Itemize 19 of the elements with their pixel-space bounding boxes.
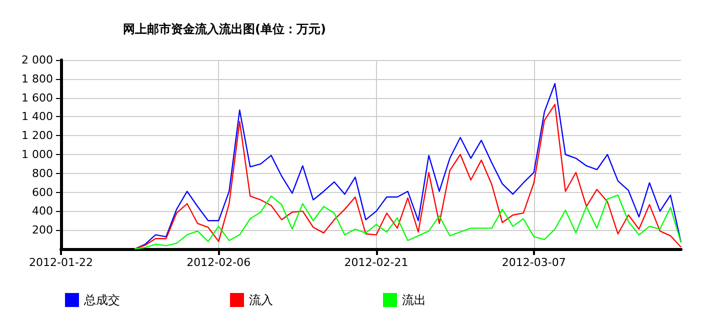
x-tick-label: 2012-01-22	[29, 256, 93, 269]
y-tick-label: 1 400	[22, 110, 53, 124]
y-tick-label: 2 000	[22, 54, 53, 66]
legend-label: 流入	[249, 293, 273, 307]
chart-title: 网上邮市资金流入流出图(单位：万元)	[123, 22, 326, 36]
y-tick-label: 1 600	[22, 91, 53, 104]
y-tick-label: 200	[32, 224, 53, 237]
y-tick-label: 1 200	[22, 129, 53, 142]
y-tick-label: 600	[32, 186, 53, 199]
y-tick-label: 800	[32, 166, 53, 180]
x-tick-label: 2012-03-07	[502, 256, 566, 269]
legend-label: 总成交	[83, 293, 120, 307]
legend-label: 流出	[402, 293, 426, 307]
x-tick-label: 2012-02-06	[186, 256, 251, 269]
line-series	[134, 194, 682, 250]
y-tick-label: 1 800	[22, 72, 53, 86]
y-tick-label: 1 000	[22, 148, 53, 161]
x-tick-label: 2012-02-21	[344, 256, 408, 269]
y-tick-label: 400	[32, 204, 53, 218]
